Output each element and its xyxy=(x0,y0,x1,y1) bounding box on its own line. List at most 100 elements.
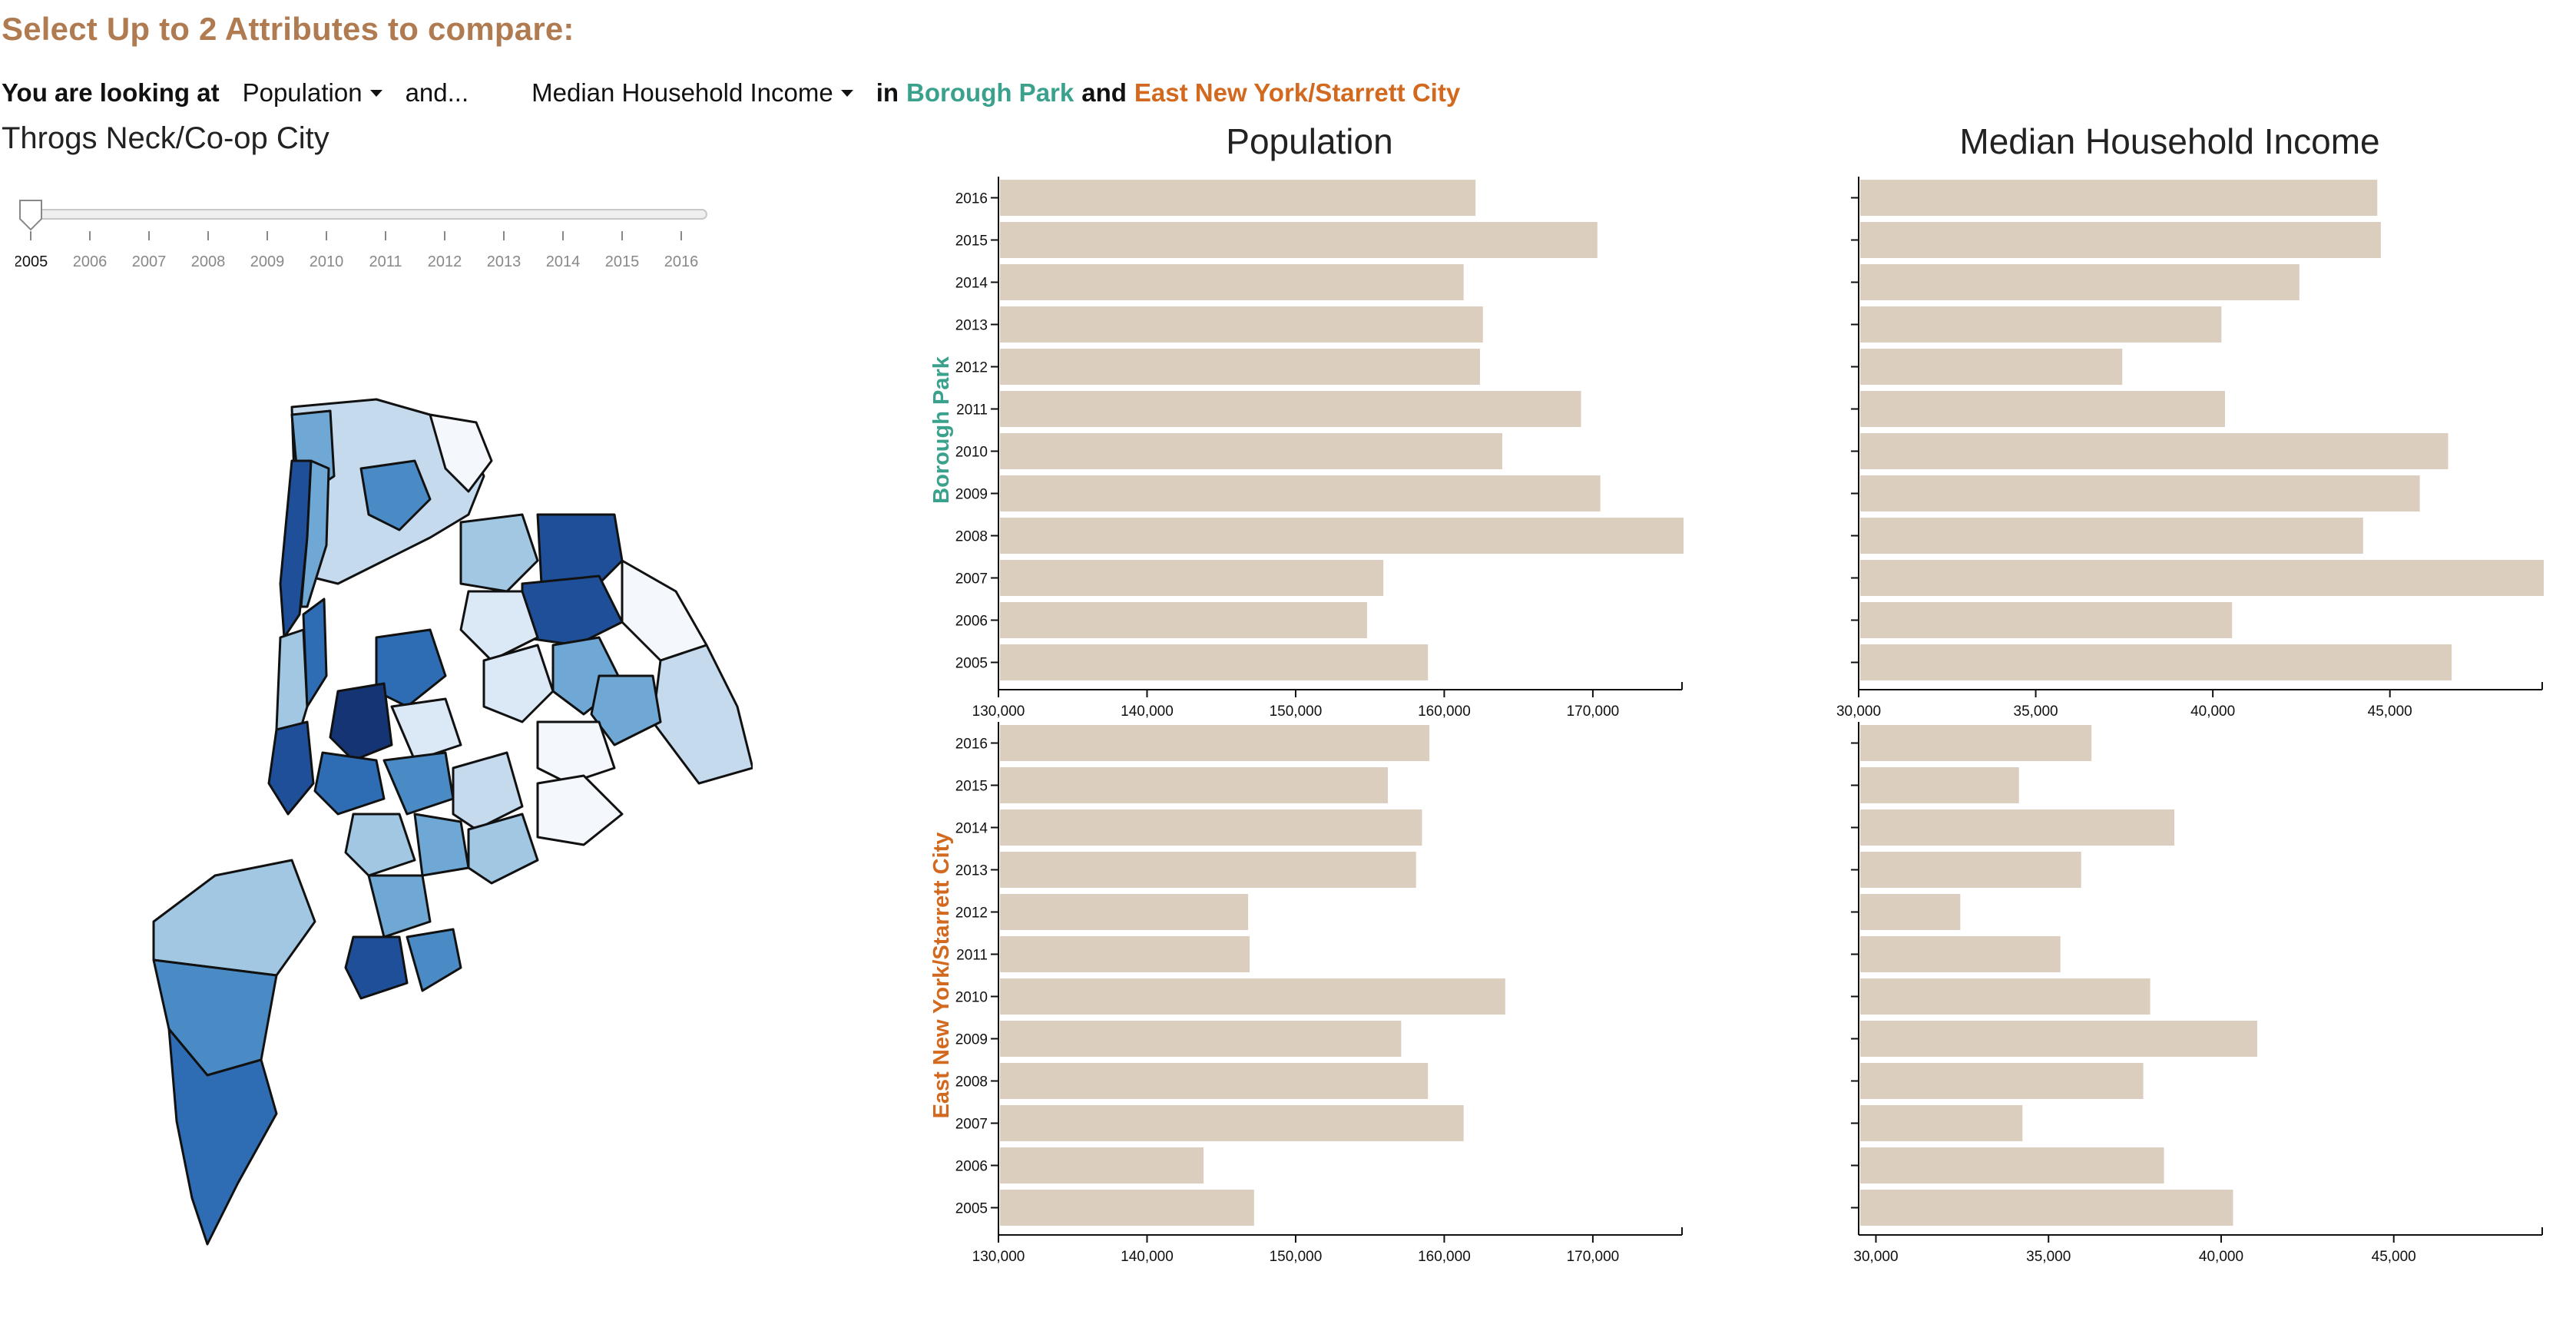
bar[interactable] xyxy=(1000,560,1384,596)
bar[interactable] xyxy=(1000,978,1505,1015)
slider-year-label[interactable]: 2011 xyxy=(369,253,402,270)
y-tick-label: 2011 xyxy=(956,402,988,419)
bar[interactable] xyxy=(1860,725,2092,761)
map-district[interactable] xyxy=(167,1028,278,1246)
map-district[interactable] xyxy=(429,413,493,493)
map-district[interactable] xyxy=(459,513,539,593)
map-district[interactable] xyxy=(413,813,470,877)
map-district[interactable] xyxy=(459,590,539,662)
map-district[interactable] xyxy=(300,459,330,608)
map-district[interactable] xyxy=(482,644,555,723)
bar[interactable] xyxy=(1860,433,2449,469)
bar[interactable] xyxy=(1000,264,1464,300)
bar[interactable] xyxy=(1860,644,2452,680)
bar[interactable] xyxy=(1000,391,1581,427)
map-district[interactable] xyxy=(313,751,386,816)
attribute2-dropdown[interactable]: Median Household Income xyxy=(531,78,853,108)
slider-year-label[interactable]: 2005 xyxy=(15,253,48,270)
bar[interactable] xyxy=(1000,725,1430,761)
attribute1-dropdown[interactable]: Population xyxy=(243,78,382,108)
bar[interactable] xyxy=(1860,1105,2023,1141)
conjunction-label: and xyxy=(1081,78,1127,107)
slider-handle[interactable] xyxy=(19,200,42,231)
bar[interactable] xyxy=(1860,978,2151,1015)
bar[interactable] xyxy=(1000,306,1483,343)
map-district[interactable] xyxy=(344,935,409,1000)
bar[interactable] xyxy=(1000,433,1502,469)
bar[interactable] xyxy=(1000,222,1598,258)
slider-year-label[interactable]: 2013 xyxy=(487,253,521,270)
slider-year-label[interactable]: 2009 xyxy=(250,253,285,270)
bar[interactable] xyxy=(1860,936,2061,972)
bar[interactable] xyxy=(1860,264,2300,300)
bar[interactable] xyxy=(1000,1063,1429,1099)
bar[interactable] xyxy=(1000,644,1429,680)
slider-year-label[interactable]: 2006 xyxy=(73,253,108,270)
bar[interactable] xyxy=(1860,560,2544,596)
bar[interactable] xyxy=(1860,1063,2144,1099)
map-district[interactable] xyxy=(329,682,393,762)
bar[interactable] xyxy=(1860,1021,2257,1057)
bar[interactable] xyxy=(1000,809,1422,846)
bar[interactable] xyxy=(1000,1147,1204,1183)
y-tick-label: 2007 xyxy=(955,571,988,588)
map-district[interactable] xyxy=(390,697,462,762)
chart-title: Population xyxy=(1226,121,1392,161)
slider-year-label[interactable]: 2010 xyxy=(310,253,344,270)
year-slider[interactable]: 2005 2006 2007 2008 2009 2010 2011 2012 2013 2014… xyxy=(15,196,722,288)
bar[interactable] xyxy=(1860,349,2123,385)
bar[interactable] xyxy=(1860,602,2233,638)
bar[interactable] xyxy=(1000,475,1601,511)
map-district[interactable] xyxy=(536,720,616,785)
slider-year-label[interactable]: 2007 xyxy=(132,253,167,270)
bar[interactable] xyxy=(1000,767,1388,803)
bar[interactable] xyxy=(1860,852,2081,888)
slider-year-label[interactable]: 2012 xyxy=(428,253,462,270)
bar[interactable] xyxy=(1000,1105,1464,1141)
x-tick-label: 30,000 xyxy=(1853,1249,1898,1265)
bar[interactable] xyxy=(1860,475,2420,511)
slider-year-label[interactable]: 2015 xyxy=(605,253,640,270)
map-district[interactable] xyxy=(302,598,328,708)
slider-track[interactable] xyxy=(30,209,707,220)
bar[interactable] xyxy=(1860,809,2175,846)
bar[interactable] xyxy=(1000,602,1367,638)
bar[interactable] xyxy=(1860,391,2225,427)
map-district[interactable] xyxy=(590,674,662,746)
bar[interactable] xyxy=(1860,222,2381,258)
map-district[interactable] xyxy=(367,874,432,938)
neighborhood1-name: Borough Park xyxy=(906,78,1074,107)
map-district[interactable] xyxy=(152,859,316,977)
map-district[interactable] xyxy=(651,644,753,785)
slider-year-label[interactable]: 2016 xyxy=(664,253,699,270)
map-district[interactable] xyxy=(452,751,524,831)
slider-year-label[interactable]: 2008 xyxy=(191,253,226,270)
map-district[interactable] xyxy=(375,628,447,708)
bar[interactable] xyxy=(1860,518,2363,554)
bar[interactable] xyxy=(1000,894,1249,930)
map-district[interactable] xyxy=(406,928,462,992)
map-district[interactable] xyxy=(382,751,455,816)
bar[interactable] xyxy=(1000,1190,1254,1226)
bar[interactable] xyxy=(1860,180,2378,216)
bar[interactable] xyxy=(1000,936,1250,972)
bar[interactable] xyxy=(1860,894,1961,930)
chart-title: Median Household Income xyxy=(1959,121,2379,161)
bar[interactable] xyxy=(1000,852,1416,888)
map-district[interactable] xyxy=(467,813,539,885)
bar[interactable] xyxy=(1860,1147,2164,1183)
map-district[interactable] xyxy=(267,720,315,816)
map-district[interactable] xyxy=(536,774,624,846)
bar[interactable] xyxy=(1860,306,2222,343)
bar[interactable] xyxy=(1860,767,2019,803)
map-district[interactable] xyxy=(344,813,416,877)
bar[interactable] xyxy=(1860,1190,2233,1226)
bar[interactable] xyxy=(1000,1021,1402,1057)
bar[interactable] xyxy=(1000,349,1480,385)
bar[interactable] xyxy=(1000,180,1476,216)
slider-year-label[interactable]: 2014 xyxy=(546,253,581,270)
map-district[interactable] xyxy=(359,459,432,531)
map-district[interactable] xyxy=(621,559,708,662)
x-tick-label: 45,000 xyxy=(2368,703,2412,720)
bar[interactable] xyxy=(1000,518,1684,554)
